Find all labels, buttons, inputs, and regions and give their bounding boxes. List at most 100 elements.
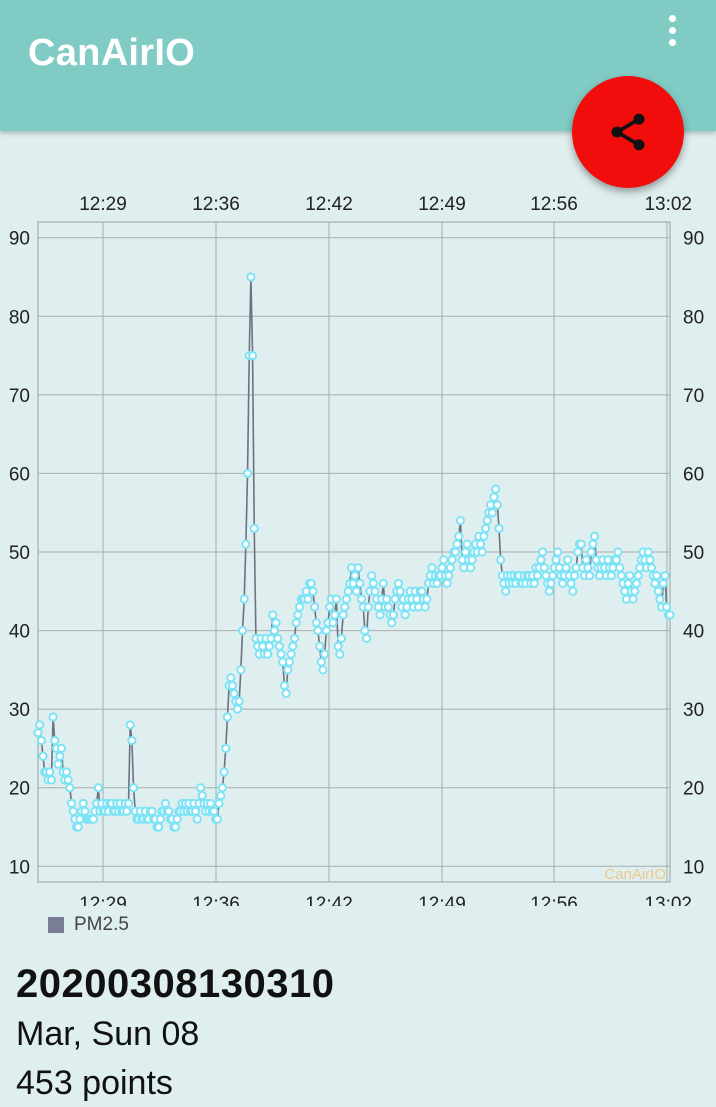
x-tick-label-bottom: 12:36	[192, 894, 240, 906]
share-button[interactable]	[572, 76, 684, 188]
data-point	[293, 610, 303, 620]
more-vert-icon[interactable]	[656, 10, 688, 50]
data-point	[444, 570, 454, 581]
y-tick-label-right: 40	[683, 622, 704, 643]
data-point	[226, 673, 236, 683]
y-tick-label-right: 50	[683, 543, 704, 564]
y-tick-label-left: 50	[9, 543, 30, 564]
x-tick-label-top: 12:56	[530, 194, 578, 215]
data-point	[241, 539, 251, 549]
data-point	[209, 806, 219, 816]
legend-swatch	[48, 917, 64, 933]
data-point	[566, 578, 576, 589]
data-point	[80, 806, 90, 816]
data-point	[50, 735, 60, 746]
data-point	[351, 586, 362, 596]
y-tick-label-left: 30	[9, 700, 30, 721]
data-point	[548, 570, 558, 581]
data-point	[331, 594, 341, 604]
data-point	[269, 625, 279, 636]
data-point	[581, 555, 591, 565]
data-point	[660, 570, 670, 581]
record-info: 20200308130310 Mar, Sun 08 453 points	[16, 962, 334, 1103]
data-point	[420, 602, 430, 612]
data-point	[249, 523, 259, 534]
data-point	[273, 633, 283, 644]
x-tick-label-top: 12:36	[192, 194, 240, 215]
data-point	[239, 594, 249, 604]
data-point	[93, 783, 103, 793]
data-point	[368, 578, 378, 589]
data-point	[563, 555, 573, 565]
data-point	[216, 790, 226, 801]
data-point	[289, 633, 300, 644]
chart-legend: PM2.5	[48, 914, 129, 936]
data-point	[606, 570, 616, 581]
data-point	[378, 578, 388, 589]
data-point	[539, 563, 549, 573]
data-point	[382, 594, 392, 604]
data-point	[460, 547, 471, 557]
x-tick-label-top: 13:02	[644, 194, 692, 215]
data-point	[318, 665, 328, 675]
data-point	[658, 578, 668, 589]
y-tick-label-left: 70	[9, 386, 30, 407]
data-point	[361, 633, 372, 644]
data-point	[45, 767, 55, 777]
data-point	[546, 578, 556, 589]
data-point	[390, 594, 400, 604]
data-point	[66, 798, 77, 809]
data-point	[588, 539, 598, 549]
record-date: Mar, Sun 08	[16, 1015, 200, 1053]
data-point	[573, 547, 583, 557]
data-point	[276, 649, 286, 659]
data-point	[286, 649, 296, 659]
x-tick-label-bottom: 12:29	[79, 894, 127, 906]
data-point	[36, 735, 46, 746]
data-point	[383, 602, 393, 612]
data-point	[623, 578, 633, 589]
data-point	[417, 586, 427, 596]
data-point	[271, 618, 281, 628]
data-point	[628, 594, 638, 604]
data-point	[330, 610, 340, 620]
data-point	[492, 500, 502, 510]
data-point	[73, 822, 83, 832]
chart-series	[33, 272, 675, 832]
data-point	[246, 272, 256, 282]
y-axis-right: 10 20 30 40 50 60 70 80 90	[683, 229, 704, 879]
data-point	[388, 610, 398, 620]
data-point	[88, 814, 98, 824]
data-point	[212, 814, 222, 824]
data-point	[452, 539, 462, 549]
x-tick-label-bottom: 12:42	[305, 894, 353, 906]
data-point	[353, 563, 363, 573]
data-point	[341, 594, 352, 604]
data-point	[281, 688, 291, 699]
data-point	[310, 602, 320, 612]
data-point	[128, 783, 139, 793]
data-point	[303, 594, 313, 604]
share-icon	[611, 113, 645, 151]
data-point	[336, 633, 347, 644]
data-point	[315, 641, 325, 651]
data-point	[363, 602, 373, 612]
data-point	[306, 578, 316, 589]
data-point	[242, 468, 253, 479]
data-point	[625, 570, 635, 581]
data-point	[320, 649, 330, 659]
data-point	[501, 586, 511, 596]
data-point	[237, 625, 248, 636]
data-point	[63, 775, 73, 785]
data-point	[154, 822, 164, 832]
record-id: 20200308130310	[16, 962, 335, 1006]
data-point	[568, 586, 578, 596]
data-point	[268, 610, 278, 620]
record-points: 453 points	[16, 1064, 173, 1102]
y-tick-label-right: 60	[683, 464, 704, 485]
x-tick-label-bottom: 12:49	[418, 894, 466, 906]
data-point	[613, 547, 623, 557]
pm25-line-chart[interactable]: 12:29 12:36 12:42 12:49 12:56 13:02 12:29 12:3…	[0, 186, 716, 906]
data-point	[333, 641, 343, 651]
data-point	[61, 767, 72, 777]
